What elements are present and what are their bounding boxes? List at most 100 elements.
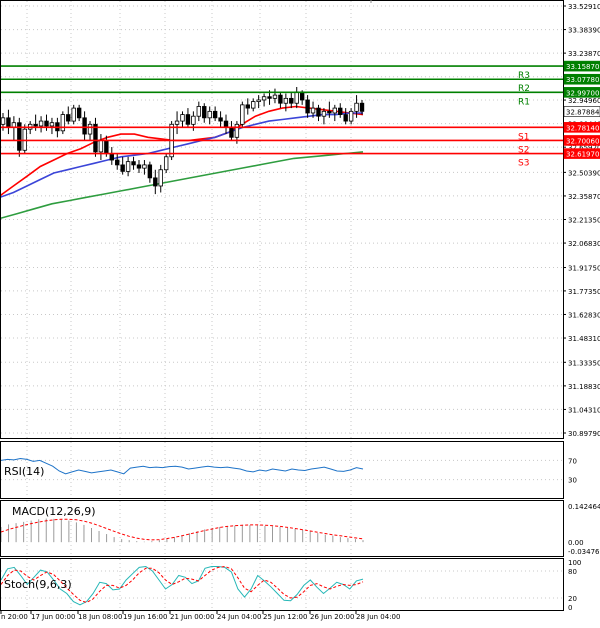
candle-down: [77, 108, 81, 118]
candle-down: [121, 165, 125, 171]
candle-down: [219, 118, 223, 121]
candle-down: [246, 105, 250, 108]
price-badge-label: 33.15870: [566, 63, 599, 71]
y-tick-label: 31.33350: [568, 359, 600, 367]
candle-up: [349, 111, 353, 121]
x-tick-label: 26 Jun 20:00: [310, 613, 354, 621]
x-tick-label: 28 Jun 04:00: [356, 613, 400, 621]
candle-up: [257, 100, 261, 102]
candle-down: [202, 106, 206, 117]
y-tick-label: 32.06830: [568, 240, 600, 248]
candle-down: [94, 124, 98, 152]
candle-up: [251, 102, 255, 108]
candle-down: [360, 103, 364, 111]
macd-title: MACD(12,26,9): [12, 505, 96, 518]
x-tick-label: 21 Jun 00:00: [170, 613, 214, 621]
x-tick-label: 18 Jun 08:00: [78, 613, 122, 621]
y-tick-label: 32.35870: [568, 193, 600, 201]
macd-tick-label: 0.142464: [568, 503, 600, 511]
candle-up: [159, 170, 163, 186]
candle-up: [192, 116, 196, 124]
candle-down: [279, 95, 283, 103]
y-tick-label: 32.50390: [568, 169, 600, 177]
candle-down: [213, 111, 217, 117]
price-badge-label: 32.61970: [566, 151, 599, 159]
y-tick-label: 31.18830: [568, 383, 600, 391]
candle-down: [344, 115, 348, 121]
x-tick-label: 17 Jun 00:00: [31, 613, 75, 621]
y-tick-label: 31.04310: [568, 406, 600, 414]
candle-down: [338, 108, 342, 114]
price-badge-label: 33.07780: [566, 76, 599, 84]
price-badge-label: 32.99700: [566, 89, 599, 97]
candle-up: [181, 115, 185, 121]
x-tick-label: 25 Jun 12:00: [263, 613, 307, 621]
candle-up: [143, 165, 147, 168]
candle-up: [295, 92, 299, 103]
rsi-title: RSI(14): [4, 465, 44, 478]
y-tick-label: 31.77350: [568, 288, 600, 296]
price-badge-label: 32.70060: [566, 137, 599, 145]
y-tick-label: 33.38390: [568, 27, 600, 35]
candle-up: [322, 111, 326, 116]
y-tick-label: 31.62830: [568, 311, 600, 319]
y-tick-label: 30.89790: [568, 430, 600, 438]
candle-up: [39, 121, 43, 126]
x-tick-label: n 20:00: [1, 613, 28, 621]
candle-up: [284, 98, 288, 103]
stoch-tick-label: 100: [568, 559, 581, 567]
candle-down: [132, 162, 136, 165]
candle-down: [306, 100, 310, 113]
candle-down: [230, 128, 234, 138]
candle-up: [262, 97, 266, 100]
candle-down: [328, 111, 332, 113]
candle-up: [61, 115, 65, 131]
candle-down: [186, 115, 190, 125]
macd-tick-label: -0.034769: [568, 548, 600, 556]
x-tick-label: 24 Jun 04:00: [217, 613, 261, 621]
candle-down: [115, 160, 119, 165]
price-badge-label: 32.87884: [566, 109, 600, 117]
candle-down: [34, 124, 38, 126]
y-tick-label: 33.23870: [568, 50, 600, 58]
candle-up: [99, 141, 103, 152]
candle-down: [105, 141, 109, 154]
stoch-tick-label: 20: [568, 595, 577, 603]
stoch-tick-label: 80: [568, 568, 577, 576]
candle-up: [311, 108, 315, 113]
candle-down: [268, 97, 272, 99]
x-tick-label: 19 Jun 16:00: [123, 613, 167, 621]
candle-up: [355, 103, 359, 111]
macd-tick-label: 0.00: [568, 539, 584, 547]
candle-down: [317, 108, 321, 116]
pivot-level-label: R1: [518, 97, 530, 107]
y-tick-label: 32.94960: [568, 97, 600, 105]
stoch-title: Stoch(9,6,3): [4, 578, 72, 591]
candle-down: [45, 121, 49, 126]
y-tick-label: 32.21350: [568, 217, 600, 225]
candle-down: [66, 115, 70, 121]
candle-down: [154, 178, 158, 186]
candle-down: [148, 165, 152, 178]
candle-down: [7, 118, 11, 128]
rsi-tick-label: 30: [568, 477, 577, 485]
rsi-tick-label: 70: [568, 457, 577, 465]
candle-up: [164, 157, 168, 170]
candle-up: [273, 95, 277, 98]
candle-down: [137, 165, 141, 168]
pivot-level-label: S3: [518, 159, 529, 169]
stoch-tick-label: 0: [568, 604, 572, 612]
candle-up: [197, 106, 201, 116]
candle-up: [50, 123, 54, 126]
candle-up: [175, 121, 179, 124]
candle-down: [110, 154, 114, 160]
candle-up: [208, 111, 212, 117]
y-tick-label: 31.48310: [568, 335, 600, 343]
y-tick-label: 33.52910: [568, 3, 600, 11]
candle-up: [126, 162, 130, 172]
y-tick-label: 31.91750: [568, 265, 600, 273]
candle-up: [1, 118, 5, 124]
candle-up: [241, 105, 245, 124]
